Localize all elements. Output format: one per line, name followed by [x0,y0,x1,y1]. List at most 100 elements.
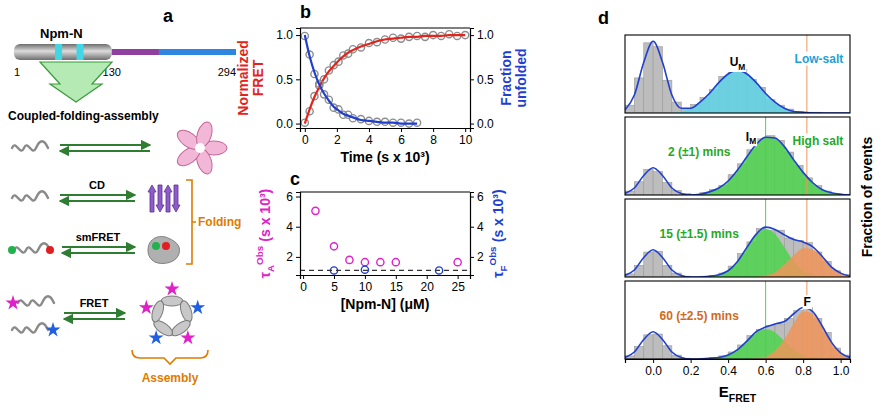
plot-area [625,281,850,359]
tick-mark [369,128,370,132]
tick-label: 0.6 [758,364,775,378]
chain [12,141,48,150]
axis-line [296,193,301,276]
tick-mark [337,128,338,132]
frame-top [300,27,470,28]
tick: 1.0 [276,28,300,42]
fit-line [625,227,850,277]
plot-area [625,117,850,195]
figure: aNpm-N1130294Coupled-folding-assemblyCDs… [0,0,889,420]
tick-mark [401,128,402,132]
tick-label: 15 [390,280,404,294]
reference-line [765,117,766,195]
y-axis-title: τAObs(s x 10³) [254,189,276,279]
tick-label: 0.8 [795,364,812,378]
tick: 0.5 [276,73,300,87]
protein-name: Npm-N [40,26,83,41]
tick: 0.0 [645,359,662,378]
y-axis-title: Fraction of events [859,137,875,258]
label-sup: Obs [254,245,265,265]
tick-mark [305,128,306,132]
x-axis-title: Time (s x 10³) [340,149,429,165]
tick: 20 [421,275,435,294]
dye [162,242,170,250]
tick: 0.2 [683,359,700,378]
tick-mark [470,35,474,36]
bar [663,183,672,195]
tick-label: 0.2 [683,364,700,378]
dye [46,246,54,254]
axis-bottom: 0.00.20.40.60.81.0 [626,359,851,378]
label-sub: A [265,265,276,272]
assembly-subunit [150,299,166,323]
chain [14,243,50,252]
assembly-subunit [178,299,194,323]
tick-label: 6 [286,190,293,204]
assembly-subunit [161,296,183,306]
tick: 10 [459,128,473,147]
annotation-patch [792,134,845,148]
beta-strand [148,185,156,212]
reference-line [300,270,470,271]
point [454,259,461,266]
axis-line [301,129,471,133]
tick-label: 0.5 [477,73,494,87]
tick-mark [841,359,842,363]
label-unit: (s x 10³) [490,189,506,242]
tick-label: 0 [302,133,309,147]
tick-mark [334,275,335,279]
arrow-backward [62,252,135,254]
bracket [132,350,208,364]
plot-area [300,207,470,274]
beta-strand [164,185,172,212]
tick-mark [465,128,466,132]
point [330,243,337,250]
reference-line [806,281,807,359]
bar [634,347,643,359]
tick-mark [296,197,300,198]
annotation-patch [745,130,757,147]
domain-tail [159,49,236,55]
fit-line [625,308,850,359]
tick: 4 [286,220,300,234]
bar [634,265,643,277]
tick-mark [470,124,474,125]
method-label: FRET [80,297,109,309]
dye [152,242,160,250]
axis-line [626,360,851,364]
tick-label: 5 [331,280,338,294]
tick: 1.0 [470,28,494,42]
axis-line [471,193,475,276]
tick-label: 1.0 [477,28,494,42]
tick: 8 [430,128,437,147]
panel-letter: b [300,2,311,22]
bar [663,265,672,277]
star [164,281,179,295]
tick-label: 2 [334,133,341,147]
fit-line [305,35,465,123]
tick: 0 [302,128,309,147]
axis-right: 246 [470,190,484,276]
reference-line [806,117,807,195]
domain-acidic [112,49,159,55]
point [377,259,384,266]
tick-mark [296,35,300,36]
fit-line [305,35,417,123]
tick: 2 [286,250,300,264]
tick-label: 0.0 [477,117,494,131]
diagram: aNpm-N1130294Coupled-folding-assemblyCDs… [5,6,241,385]
bar [634,78,643,113]
annotation: IM [746,130,756,147]
annotation-patch [794,52,845,66]
tick-label: 1.0 [833,364,850,378]
frame [625,199,850,277]
x-axis-title: [Npm-N] (μM) [341,296,430,312]
tick-label: 4 [286,220,293,234]
tick: 2 [334,128,341,147]
tick-mark [458,275,459,279]
point [346,256,353,263]
star [5,295,20,309]
annotation: 60 (±2.5) mins [660,309,740,323]
bar [663,80,672,113]
tick-mark [653,359,654,363]
